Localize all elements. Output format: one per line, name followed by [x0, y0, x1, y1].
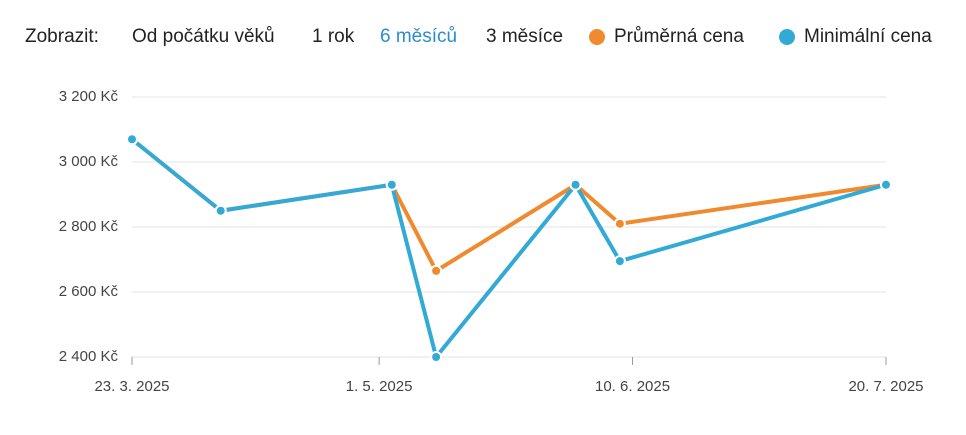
- data-point: [569, 178, 582, 191]
- data-point: [430, 351, 443, 363]
- data-point: [613, 217, 626, 230]
- controls-label: Zobrazit:: [25, 26, 99, 47]
- x-tick-label: 20. 7. 2025: [848, 378, 923, 395]
- data-point: [880, 178, 892, 191]
- legend-label[interactable]: Minimální cena: [804, 26, 932, 47]
- range-option[interactable]: 6 měsíců: [380, 26, 457, 47]
- y-tick-label: 3 200 Kč: [59, 88, 119, 105]
- data-point: [385, 178, 398, 191]
- data-point: [214, 204, 227, 217]
- data-point: [430, 264, 443, 277]
- legend-marker[interactable]: [589, 29, 605, 45]
- series-line: [130, 137, 887, 359]
- x-tick-label: 1. 5. 2025: [346, 378, 413, 395]
- x-tick-label: 10. 6. 2025: [595, 378, 670, 395]
- y-tick-label: 2 600 Kč: [59, 283, 119, 300]
- legend-label[interactable]: Průměrná cena: [614, 26, 744, 47]
- range-option[interactable]: 3 měsíce: [486, 26, 563, 47]
- data-point: [126, 133, 138, 146]
- legend-marker[interactable]: [779, 29, 795, 45]
- range-option[interactable]: 1 rok: [312, 26, 355, 47]
- y-tick-label: 2 400 Kč: [59, 348, 119, 365]
- y-tick-label: 3 000 Kč: [59, 153, 119, 170]
- data-point: [613, 255, 626, 268]
- range-option[interactable]: Od počátku věků: [132, 26, 275, 47]
- x-tick-label: 23. 3. 2025: [94, 378, 169, 395]
- y-tick-label: 2 800 Kč: [59, 218, 119, 235]
